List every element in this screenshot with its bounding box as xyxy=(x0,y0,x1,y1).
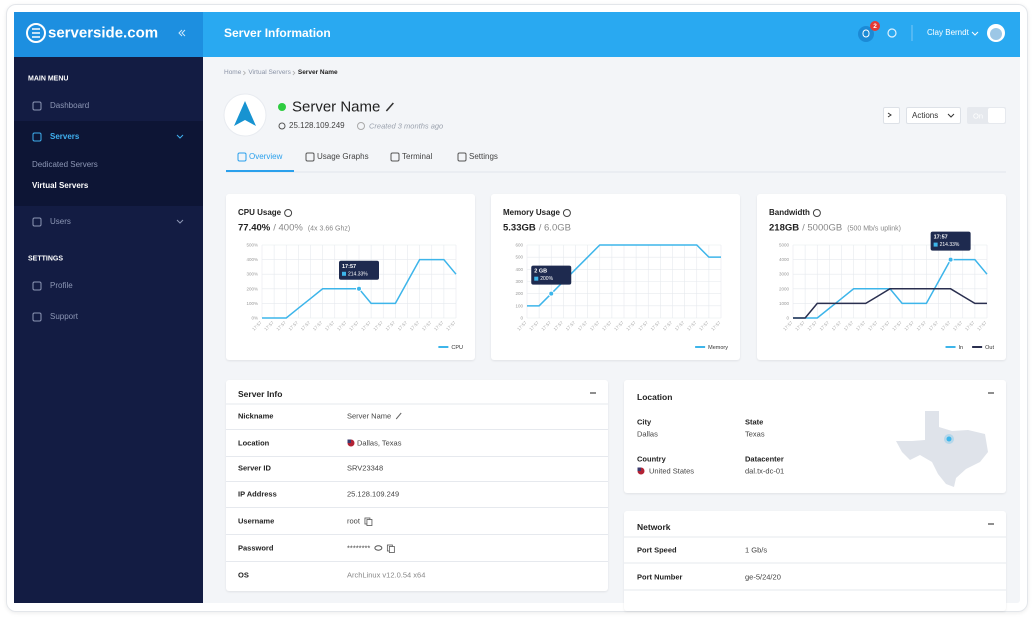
submenu-item[interactable]: Virtual Servers xyxy=(32,181,89,190)
summary-note: (500 Mb/s uplink) xyxy=(847,225,901,233)
chart-title: Bandwidth xyxy=(769,208,810,217)
summary-summary: 5.33GB xyxy=(503,222,536,234)
field-value: Dallas xyxy=(637,429,658,439)
section-title: MAIN MENU xyxy=(28,75,69,83)
user-name[interactable]: Clay Berndt xyxy=(927,28,969,37)
card-title: Server Info xyxy=(238,388,283,399)
info-label: IP Address xyxy=(238,489,277,499)
info-value: Dallas, Texas xyxy=(357,438,402,448)
page-title: Server Information xyxy=(224,26,331,40)
header xyxy=(203,12,1020,57)
chart-summary: 77.40%/ 400% (4x 3.66 Ghz) xyxy=(238,223,350,233)
terminal-button[interactable] xyxy=(883,107,900,124)
info-label: Username xyxy=(238,516,275,526)
breadcrumb: Server Name xyxy=(297,68,338,76)
server-name: Server Name xyxy=(292,98,381,116)
frame xyxy=(6,4,1028,612)
info-label: Nickname xyxy=(238,411,274,421)
info-label: OS xyxy=(238,570,249,580)
field-value: dal.tx-dc-01 xyxy=(745,466,785,476)
summary-note: (4x 3.66 Ghz) xyxy=(307,225,351,233)
menu-item[interactable]: Profile xyxy=(50,281,73,290)
summary-capacity: / 6.0GB xyxy=(538,222,571,234)
info-value: root xyxy=(347,516,360,526)
summary-capacity: / 400% xyxy=(273,222,303,234)
summary-summary: 218GB xyxy=(769,222,800,234)
toggle-label[interactable]: On xyxy=(973,110,984,120)
field-label: Datacenter xyxy=(745,454,784,464)
breadcrumb[interactable]: Virtual Servers xyxy=(248,68,291,76)
info-label: Location xyxy=(238,438,270,448)
created: Created 3 months ago xyxy=(369,121,444,131)
chart-title: Memory Usage xyxy=(503,208,560,217)
info-value: ArchLinux v12.0.54 x64 xyxy=(347,570,426,580)
field-label: State xyxy=(745,417,764,427)
breadcrumb[interactable]: Home xyxy=(224,68,242,76)
location-card xyxy=(624,380,1006,493)
chart-summary: 218GB/ 5000GB (500 Mb/s uplink) xyxy=(769,223,901,233)
toggle-knob xyxy=(988,108,1005,123)
server-ip: 25.128.109.249 xyxy=(289,121,345,130)
chart-card xyxy=(226,194,475,360)
summary-summary: 77.40% xyxy=(238,222,271,234)
tab[interactable]: Settings xyxy=(469,152,498,161)
chart-title: CPU Usage xyxy=(238,208,282,217)
network-card xyxy=(624,511,1006,611)
chart-summary: 5.33GB/ 6.0GB xyxy=(503,223,571,233)
tab[interactable]: Overview xyxy=(249,152,283,161)
summary-capacity: / 5000GB xyxy=(802,222,843,234)
info-label: Password xyxy=(238,543,274,553)
menu-item[interactable]: Support xyxy=(50,312,79,321)
submenu-item[interactable]: Dedicated Servers xyxy=(32,160,98,169)
sidebar xyxy=(14,12,203,603)
tab[interactable]: Usage Graphs xyxy=(317,152,369,161)
actions-button[interactable] xyxy=(906,107,961,124)
field-label: Country xyxy=(637,454,666,464)
server-info-card xyxy=(226,380,608,591)
chart-card xyxy=(491,194,740,360)
card-title: Location xyxy=(637,391,673,402)
info-value: 25.128.109.249 xyxy=(347,489,400,499)
field-label: Port Speed xyxy=(637,545,677,555)
info-value: Server Name xyxy=(347,411,392,421)
section-title: SETTINGS xyxy=(28,255,64,263)
field-label: City xyxy=(637,417,652,427)
info-value: SRV23348 xyxy=(347,463,384,473)
menu-item[interactable]: Servers xyxy=(50,132,80,141)
tab[interactable]: Terminal xyxy=(402,152,433,161)
logo: serverside.com xyxy=(48,24,159,42)
chart-card xyxy=(757,194,1006,360)
field-value: 1 Gb/s xyxy=(745,545,768,555)
card-title: Network xyxy=(637,521,671,532)
active-menu xyxy=(14,121,203,206)
info-value: ******** xyxy=(347,543,371,553)
field-label: Port Number xyxy=(637,572,683,582)
menu-item[interactable]: Users xyxy=(50,217,71,226)
field-value: ge-5/24/20 xyxy=(745,572,781,582)
menu-item[interactable]: Dashboard xyxy=(50,101,90,110)
info-label: Server ID xyxy=(238,463,271,473)
field-value: United States xyxy=(649,466,695,476)
field-value: Texas xyxy=(745,429,765,439)
actions-label[interactable]: Actions xyxy=(912,110,939,120)
